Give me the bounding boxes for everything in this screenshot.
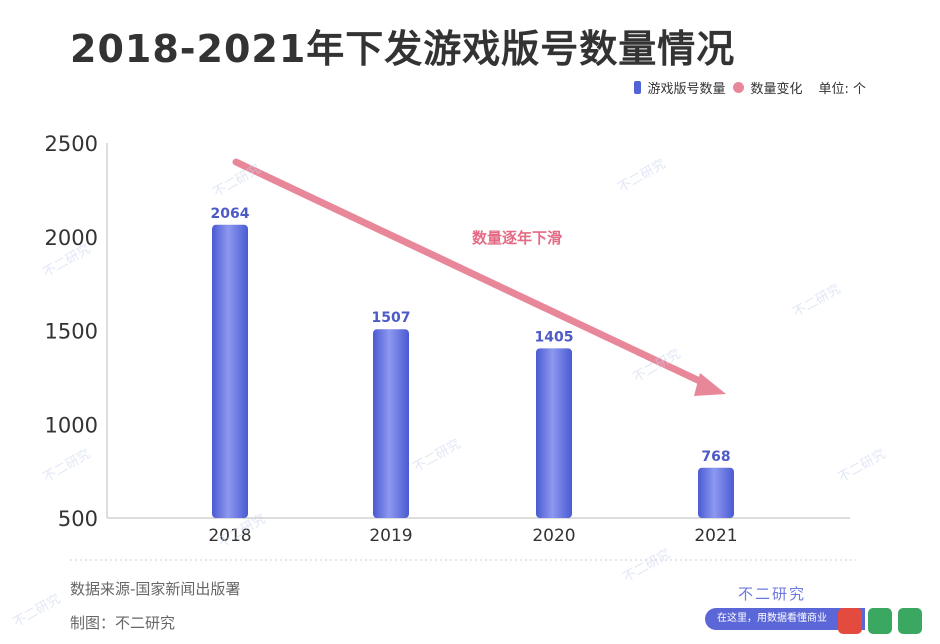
brand-slogan: 在这里，用数据看懂商业 — [705, 608, 865, 630]
y-tick-label: 500 — [58, 507, 98, 531]
corner-logo-icon — [838, 608, 922, 634]
bar-value-label: 2064 — [211, 206, 250, 222]
x-tick-label: 2019 — [369, 526, 412, 546]
brand-name: 不二研究 — [738, 585, 807, 603]
unit-label: 单位: 个 — [818, 82, 866, 97]
trend-annotation: 数量逐年下滑 — [472, 229, 562, 247]
bar-2018 — [212, 224, 248, 518]
bar-2021 — [698, 467, 734, 518]
chart-maker: 制图：不二研究 — [70, 614, 176, 632]
trend-arrowhead — [694, 373, 726, 396]
bar-2019 — [373, 329, 409, 518]
x-axis-labels: 2018 2019 2020 2021 — [208, 526, 737, 546]
legend: 游戏版号数量 数量变化 单位: 个 — [634, 78, 866, 97]
y-tick-label: 2500 — [45, 132, 98, 156]
legend-item-trend: 数量变化 — [733, 78, 802, 97]
y-axis-labels: 500 1000 1500 2000 2500 — [45, 132, 98, 531]
x-tick-label: 2018 — [208, 526, 251, 546]
bar-value-labels: 2064 1507 1405 768 — [211, 206, 731, 465]
legend-bar-swatch — [634, 81, 642, 94]
chart-title: 2018-2021年下发游戏版号数量情况 — [70, 27, 736, 71]
data-source: 数据来源-国家新闻出版署 — [70, 580, 241, 598]
legend-bar-label: 游戏版号数量 — [647, 82, 726, 97]
bar-value-label: 768 — [701, 449, 730, 465]
x-tick-label: 2020 — [532, 526, 575, 546]
bar-value-label: 1507 — [372, 310, 411, 326]
x-tick-label: 2021 — [694, 526, 737, 546]
trend-arrow — [232, 158, 726, 396]
legend-trend-label: 数量变化 — [750, 82, 803, 97]
bar-2020 — [536, 348, 572, 518]
legend-item-bars: 游戏版号数量 — [634, 78, 725, 97]
y-tick-label: 2000 — [45, 226, 98, 250]
bar-value-label: 1405 — [535, 329, 574, 345]
legend-trend-swatch — [733, 82, 745, 93]
y-tick-label: 1500 — [45, 320, 98, 344]
bars-group — [212, 224, 734, 518]
y-tick-label: 1000 — [45, 413, 98, 437]
trend-line — [232, 158, 710, 388]
